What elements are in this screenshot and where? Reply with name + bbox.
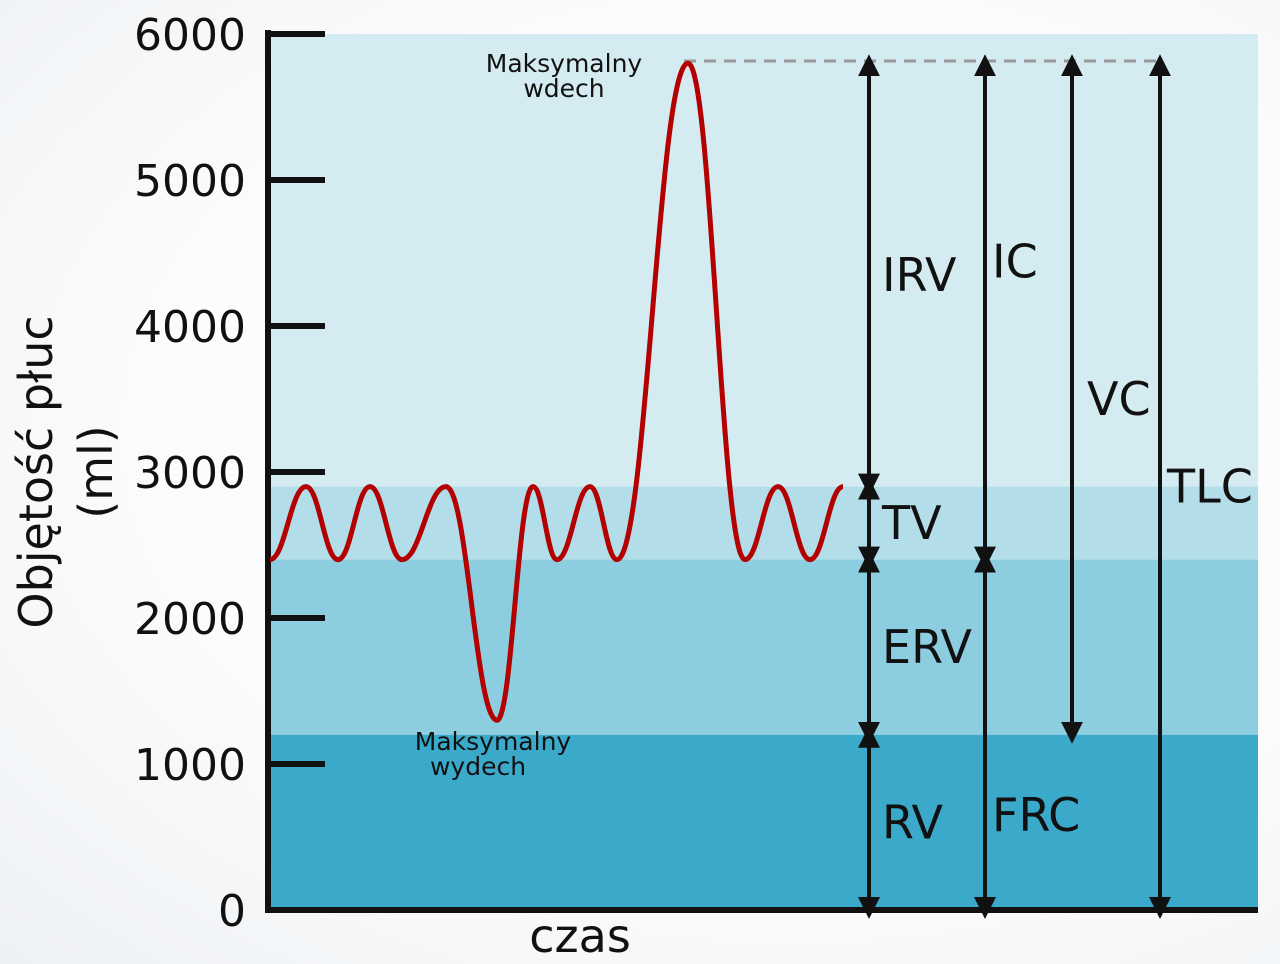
y-tick-label: 0 bbox=[218, 886, 246, 937]
tv-label: TV bbox=[881, 496, 942, 550]
max-inhale-label-line1: Maksymalny bbox=[486, 49, 643, 78]
volume-band-0 bbox=[268, 34, 1258, 487]
y-tick-label: 5000 bbox=[134, 156, 246, 207]
irv-label: IRV bbox=[882, 248, 957, 302]
vc-label: VC bbox=[1087, 372, 1151, 426]
y-axis: 0 1000 2000 3000 4000 5000 6000 bbox=[134, 10, 325, 937]
y-tick-label: 4000 bbox=[134, 302, 246, 353]
y-tick-label: 1000 bbox=[134, 740, 246, 791]
y-tick-label: 2000 bbox=[134, 594, 246, 645]
max-inhale-label-line2: wdech bbox=[523, 74, 604, 103]
x-axis-title: czas bbox=[529, 909, 631, 963]
max-exhale-label-line2: wydech bbox=[430, 752, 526, 781]
y-axis-title-line2: (ml) bbox=[69, 425, 123, 518]
volume-arrows: IRV TV ERV RV IC FRC VC TLC bbox=[858, 54, 1253, 919]
erv-label: ERV bbox=[882, 620, 973, 674]
frc-label: FRC bbox=[992, 788, 1080, 842]
volume-band-2 bbox=[268, 559, 1258, 735]
y-axis-title-line1: Objętość płuc bbox=[9, 315, 63, 628]
y-axis-ticks: 0 1000 2000 3000 4000 5000 6000 bbox=[134, 10, 325, 937]
volume-band-3 bbox=[268, 734, 1258, 910]
breathing-curve bbox=[269, 60, 845, 723]
max-exhale-label-line1: Maksymalny bbox=[415, 727, 572, 756]
volume-bands bbox=[268, 34, 1258, 910]
y-tick-label: 6000 bbox=[134, 10, 246, 61]
y-tick-label: 3000 bbox=[134, 448, 246, 499]
ic-label: IC bbox=[992, 234, 1038, 288]
tlc-label: TLC bbox=[1166, 460, 1253, 514]
rv-label: RV bbox=[882, 795, 943, 849]
